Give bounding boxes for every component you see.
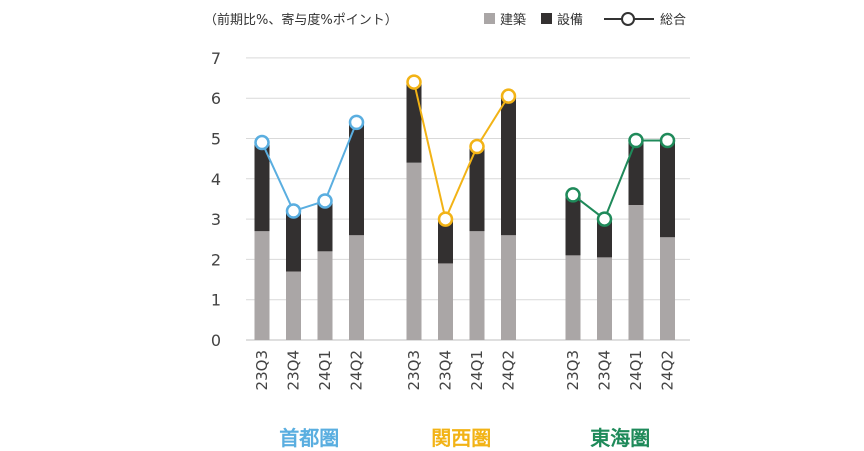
total-point bbox=[628, 132, 644, 149]
bar-equipment bbox=[628, 140, 644, 205]
legend-total-label: 総合 bbox=[660, 13, 687, 28]
y-tick-label: 7 bbox=[211, 49, 221, 68]
bar-construction bbox=[628, 204, 644, 340]
x-tick-label: 23Q4 bbox=[285, 350, 303, 390]
total-line-swatch bbox=[604, 11, 654, 26]
bar-equipment bbox=[565, 194, 581, 256]
region-label: 関西圏 bbox=[431, 426, 492, 450]
total-point bbox=[285, 203, 302, 219]
bar-construction bbox=[501, 235, 516, 340]
x-tick-label: 23Q4 bbox=[437, 350, 455, 390]
region-label: 東海圏 bbox=[590, 426, 651, 450]
bar-construction bbox=[660, 237, 675, 340]
total-point bbox=[565, 187, 581, 203]
bar-equipment bbox=[349, 122, 364, 236]
bar-equipment bbox=[254, 142, 270, 232]
bar-equipment bbox=[438, 219, 453, 264]
total-line bbox=[572, 139, 668, 221]
total-point bbox=[317, 193, 333, 209]
bar-equipment bbox=[317, 198, 333, 252]
y-tick-label: 1 bbox=[211, 291, 221, 310]
construction-swatch bbox=[484, 13, 495, 24]
x-tick-label: 24Q1 bbox=[468, 350, 486, 390]
legend-construction-label: 建築 bbox=[500, 13, 527, 28]
x-tick-label: 23Q3 bbox=[253, 350, 271, 390]
total-point bbox=[406, 74, 422, 90]
legend-construction: 建築 bbox=[484, 9, 526, 28]
x-tick-label: 24Q1 bbox=[627, 350, 645, 390]
bar-equipment bbox=[406, 82, 422, 163]
legend-total: 総合 bbox=[604, 9, 686, 28]
region-label: 首都圏 bbox=[279, 426, 340, 450]
total-point bbox=[469, 138, 485, 155]
y-tick-label: 6 bbox=[211, 89, 221, 108]
total-line bbox=[261, 122, 358, 213]
x-tick-label: 23Q3 bbox=[405, 350, 423, 390]
y-tick-label: 5 bbox=[211, 130, 221, 149]
bar-construction bbox=[254, 231, 270, 340]
x-tick-label: 24Q2 bbox=[659, 350, 677, 390]
bar-construction bbox=[469, 231, 485, 340]
x-tick-label: 24Q2 bbox=[348, 350, 366, 390]
bar-construction bbox=[565, 255, 581, 340]
equipment-swatch bbox=[541, 13, 552, 24]
bar-equipment bbox=[469, 146, 485, 232]
legend-equipment: 設備 bbox=[541, 9, 583, 28]
x-tick-label: 23Q3 bbox=[564, 350, 582, 390]
bar-construction bbox=[406, 162, 422, 340]
y-tick-label: 3 bbox=[211, 210, 221, 229]
bar-construction bbox=[438, 263, 453, 340]
unit-note: （前期比%、寄与度%ポイント） bbox=[204, 13, 398, 28]
total-point bbox=[437, 211, 454, 227]
total-point bbox=[659, 132, 676, 149]
bar-equipment bbox=[501, 96, 516, 236]
bar-construction bbox=[317, 251, 333, 340]
bar-construction bbox=[349, 235, 364, 340]
y-tick-label: 0 bbox=[211, 331, 221, 350]
total-point bbox=[500, 88, 517, 104]
bar-equipment bbox=[660, 140, 675, 238]
y-tick-label: 4 bbox=[211, 170, 221, 189]
bar-construction bbox=[286, 271, 301, 340]
total-point bbox=[596, 211, 613, 227]
y-tick-label: 2 bbox=[211, 250, 221, 269]
bar-construction bbox=[597, 257, 612, 340]
total-point bbox=[348, 114, 365, 131]
bar-equipment bbox=[286, 211, 301, 272]
legend-equipment-label: 設備 bbox=[557, 13, 584, 28]
total-line bbox=[413, 81, 510, 223]
total-point bbox=[254, 134, 270, 151]
x-tick-label: 24Q2 bbox=[500, 350, 518, 390]
x-tick-label: 23Q4 bbox=[596, 350, 614, 390]
bar-equipment bbox=[597, 219, 612, 258]
x-tick-label: 24Q1 bbox=[316, 350, 334, 390]
